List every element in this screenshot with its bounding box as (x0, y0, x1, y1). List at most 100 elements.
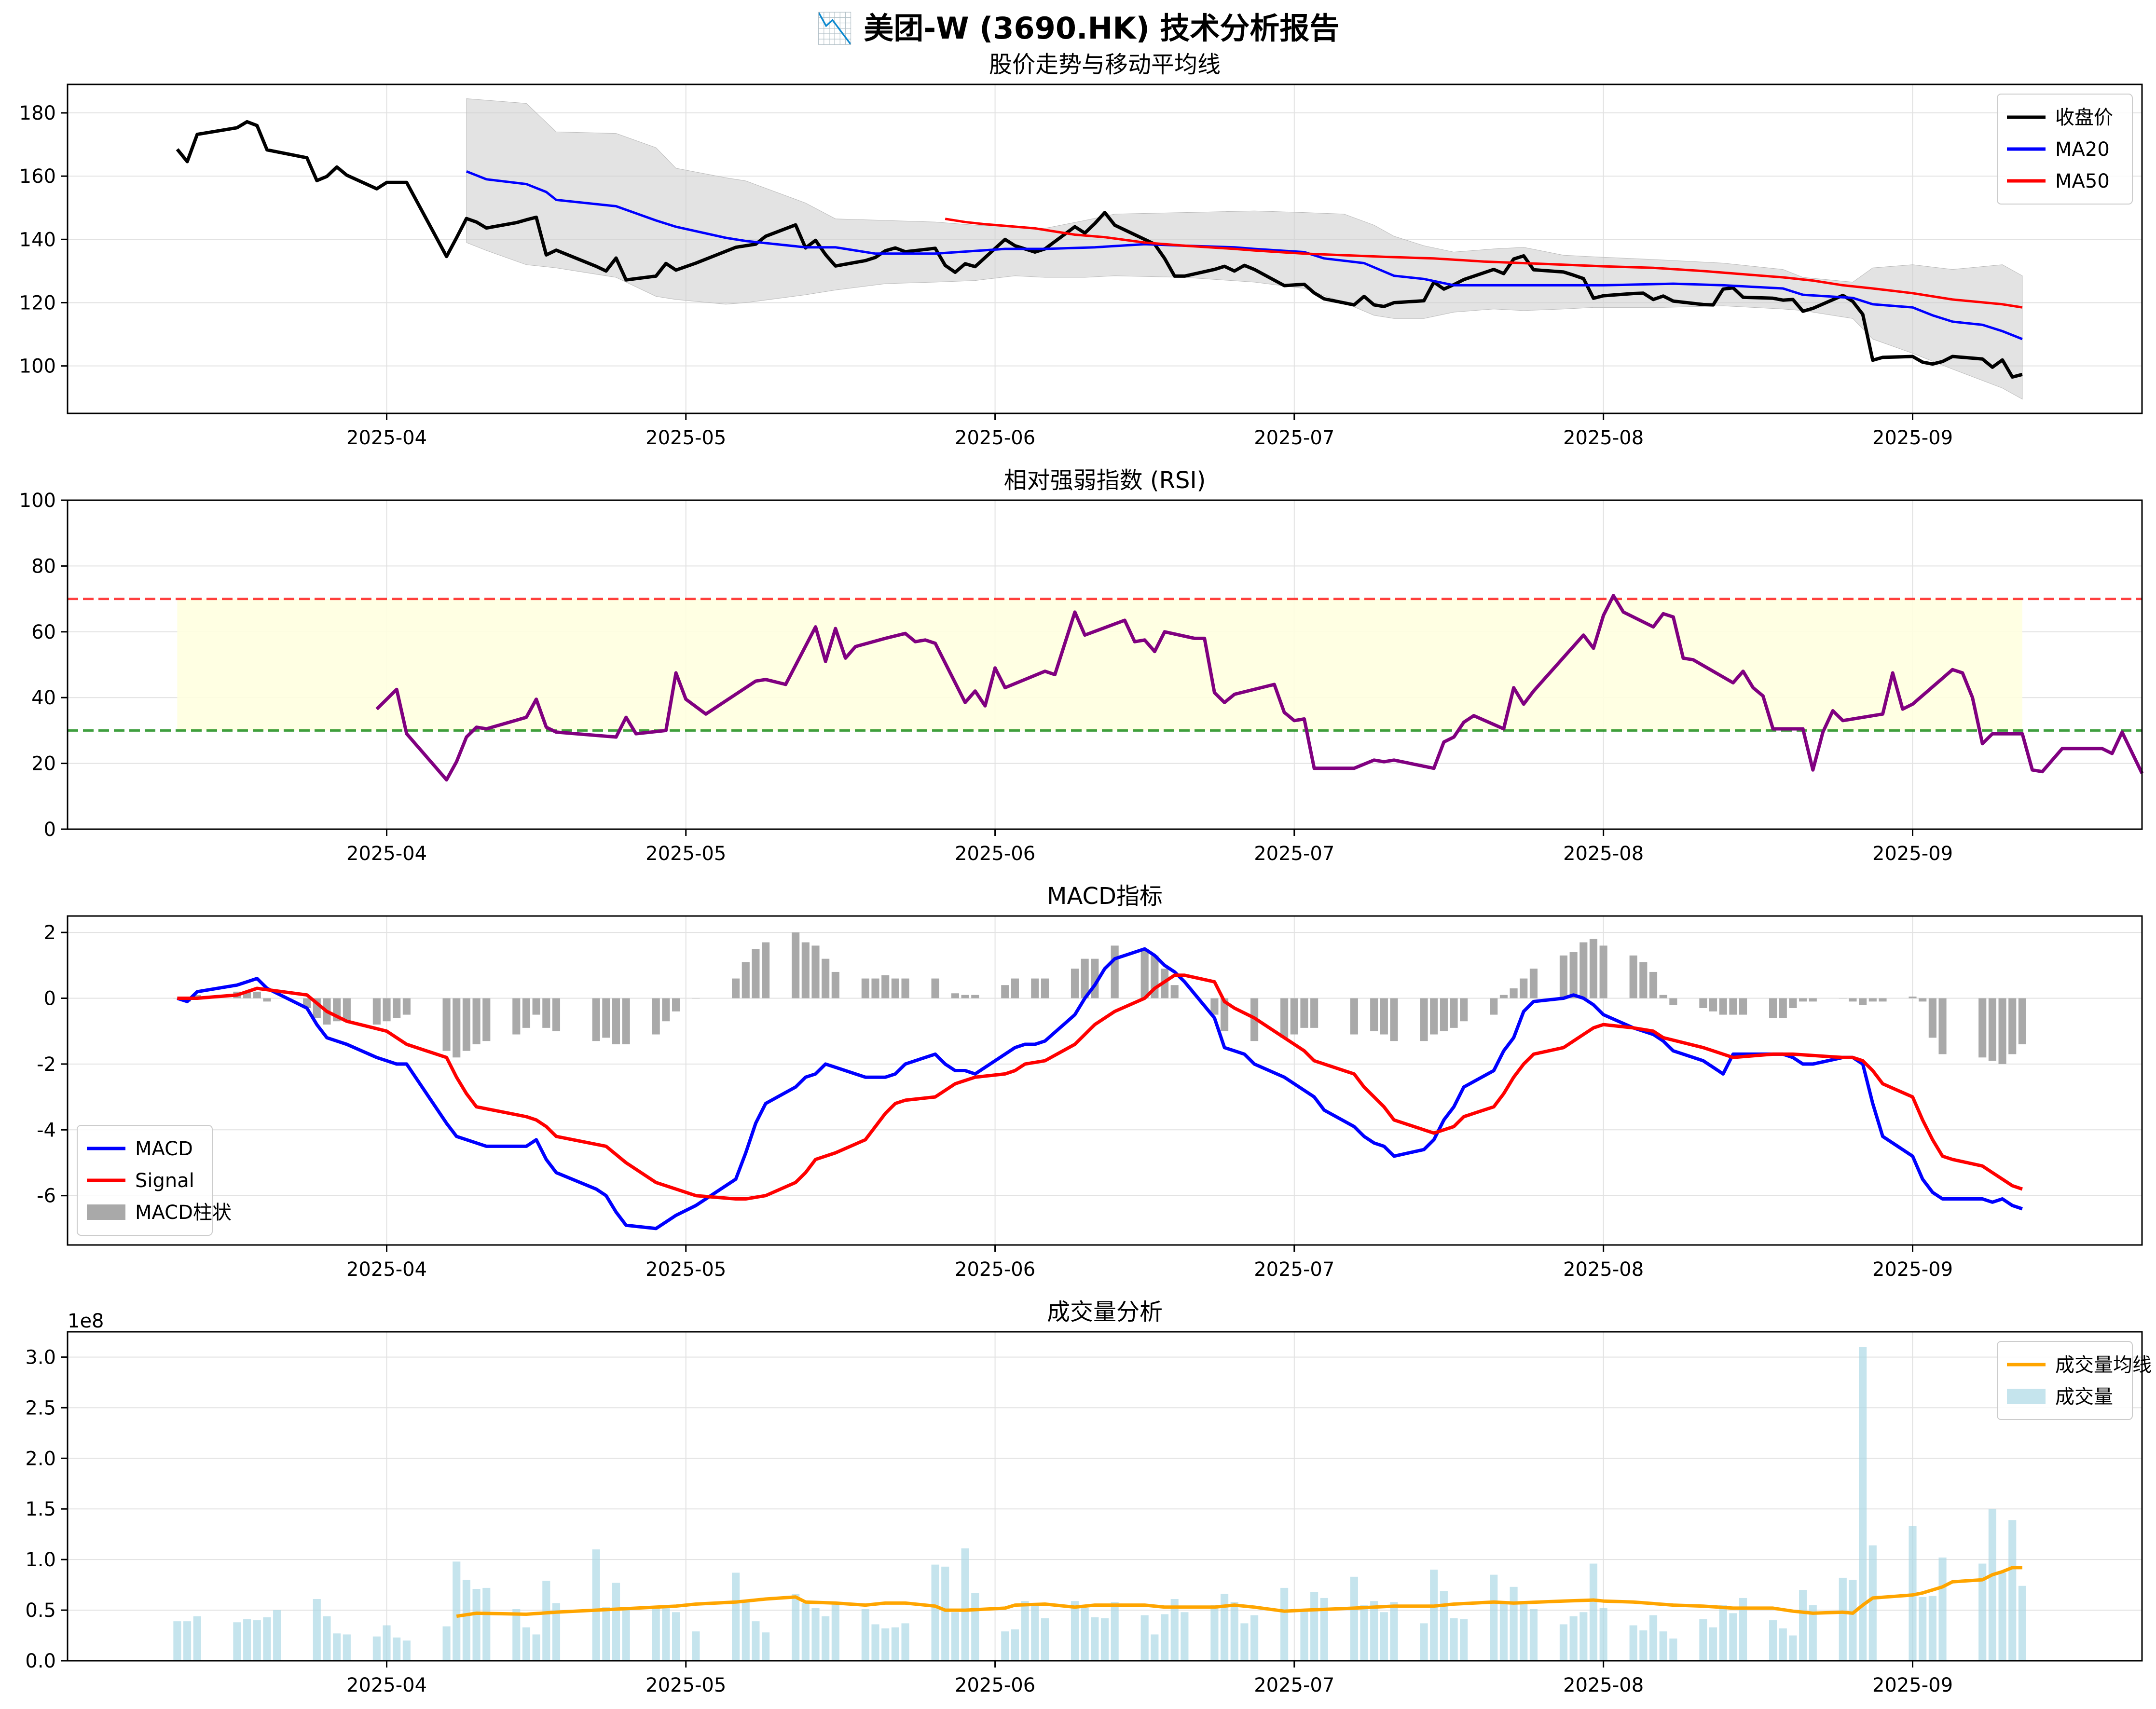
volume-bar (961, 1548, 969, 1661)
series-line-收盘价 (176, 120, 2023, 379)
volume-bar (442, 1626, 451, 1661)
macd-histogram-bar (1440, 998, 1448, 1031)
y-tick-label: 2 (44, 922, 56, 944)
macd-histogram-bar (652, 998, 660, 1035)
y-tick-label: 100 (19, 490, 56, 512)
volume-bar (1100, 1618, 1109, 1661)
series-line-MA20 (466, 170, 2023, 341)
macd-histogram-bar (253, 991, 261, 998)
y-tick-label: 1.5 (25, 1498, 56, 1520)
macd-histogram-bar (1809, 998, 1817, 1002)
volume-panel: 成交量分析 1e8 2025-04 2025-05 2025-06 2025-07 20… (25, 1299, 2152, 1696)
macd-panel: MACD指标 2025-04 2025-05 2025-06 2025-07 2025-… (37, 883, 2143, 1281)
legend-label: MACD (135, 1138, 193, 1160)
macd-histogram-bar (1490, 998, 1498, 1015)
macd-histogram-bar (1938, 998, 1947, 1054)
volume-bar (742, 1602, 750, 1661)
macd-histogram-bar (1569, 952, 1578, 998)
volume-bar (552, 1603, 561, 1661)
macd-histogram-bar (662, 998, 670, 1022)
y-tick-label: 60 (31, 621, 56, 643)
volume-bar (1499, 1602, 1508, 1661)
macd-histogram-bar (482, 998, 491, 1041)
volume-bar (1111, 1602, 1119, 1661)
volume-bar (1639, 1630, 1648, 1661)
legend-label: MA20 (2055, 138, 2110, 161)
macd-histogram-bar (1629, 955, 1637, 998)
macd-histogram-bar (1849, 998, 1857, 1002)
volume-bar (273, 1610, 281, 1661)
volume-bar (1998, 1572, 2006, 1661)
macd-histogram-bar (1599, 945, 1607, 998)
macd-histogram-bar (742, 962, 750, 998)
macd-histogram-bar (1390, 998, 1398, 1041)
rsi-panel: 相对强弱指数 (RSI) 2025-04 2025-05 2025-06 2025-0… (19, 467, 2144, 865)
macd-histogram-bar (1579, 942, 1588, 998)
series-line-MACD (177, 947, 2023, 1230)
macd-histogram-bar (393, 998, 401, 1018)
x-tick-label: 2025-07 (1254, 843, 1334, 865)
volume-bar (1919, 1597, 1927, 1661)
volume-bar (1569, 1616, 1578, 1661)
macd-histogram-bar (762, 942, 770, 998)
macd-histogram-bar (1041, 978, 1049, 998)
figure-title: 📉 美团-W (3690.HK) 技术分析报告 (816, 11, 1340, 46)
x-tick-label: 2025-05 (645, 1258, 726, 1281)
volume-bar (1300, 1609, 1308, 1661)
macd-histogram-bar (1988, 998, 1996, 1061)
macd-histogram-bar (2008, 998, 2017, 1054)
macd-histogram-bar (462, 998, 470, 1051)
volume-bar (343, 1634, 351, 1661)
volume-bar (1140, 1615, 1149, 1661)
volume-bar (472, 1589, 481, 1661)
series-line-RSI (375, 594, 2144, 782)
volume-bar (532, 1634, 540, 1661)
y-tick-label: 2.5 (25, 1397, 56, 1419)
x-tick-label: 2025-08 (1563, 843, 1644, 865)
volume-bar (1779, 1628, 1787, 1661)
macd-histogram-bar (1071, 969, 1079, 998)
volume-bar (1589, 1563, 1598, 1661)
volume-bar (1280, 1587, 1289, 1661)
macd-histogram-bar (622, 998, 630, 1044)
macd-histogram-bar (1280, 998, 1289, 1038)
macd-histogram-bar (1300, 998, 1308, 1028)
volume-bar (1320, 1598, 1328, 1661)
volume-bar (901, 1623, 909, 1661)
rsi-neutral-zone (177, 599, 2022, 731)
macd-histogram-bar (1649, 971, 1658, 998)
y-tick-label: -6 (37, 1185, 56, 1207)
volume-bar (1769, 1620, 1777, 1661)
x-tick-label: 2025-05 (645, 1674, 726, 1696)
volume-bar (383, 1625, 391, 1661)
volume-bar (822, 1616, 830, 1661)
volume-bar (1729, 1613, 1737, 1661)
macd-panel-title: MACD指标 (1047, 883, 1163, 910)
x-tick-label: 2025-08 (1563, 427, 1644, 449)
y-tick-label: 140 (19, 229, 56, 251)
volume-bar (1559, 1624, 1568, 1661)
macd-histogram-bar (1998, 998, 2006, 1064)
volume-bar (792, 1594, 800, 1661)
macd-histogram-bar (612, 998, 620, 1044)
volume-bar (1629, 1625, 1637, 1661)
macd-histogram-bar (1909, 997, 1917, 998)
macd-histogram-bar (1221, 998, 1229, 1031)
macd-histogram-bar (1499, 995, 1508, 998)
volume-bar (1739, 1598, 1747, 1661)
volume-bar (1928, 1596, 1936, 1661)
y-tick-label: 160 (19, 165, 56, 188)
macd-histogram-bar (442, 998, 451, 1051)
x-tick-label: 2025-07 (1254, 1258, 1334, 1281)
y-tick-label: 2.0 (25, 1448, 56, 1470)
volume-bar (672, 1612, 680, 1661)
macd-histogram-bar (1868, 998, 1877, 1002)
y-tick-label: 0 (44, 819, 56, 841)
axes-frame (67, 499, 2143, 830)
volume-bar (2008, 1520, 2017, 1661)
legend-label: MACD柱状 (135, 1202, 232, 1224)
macd-histogram-bar (1559, 955, 1568, 998)
volume-bar (1240, 1623, 1249, 1661)
y-tick-label: 20 (31, 753, 56, 775)
